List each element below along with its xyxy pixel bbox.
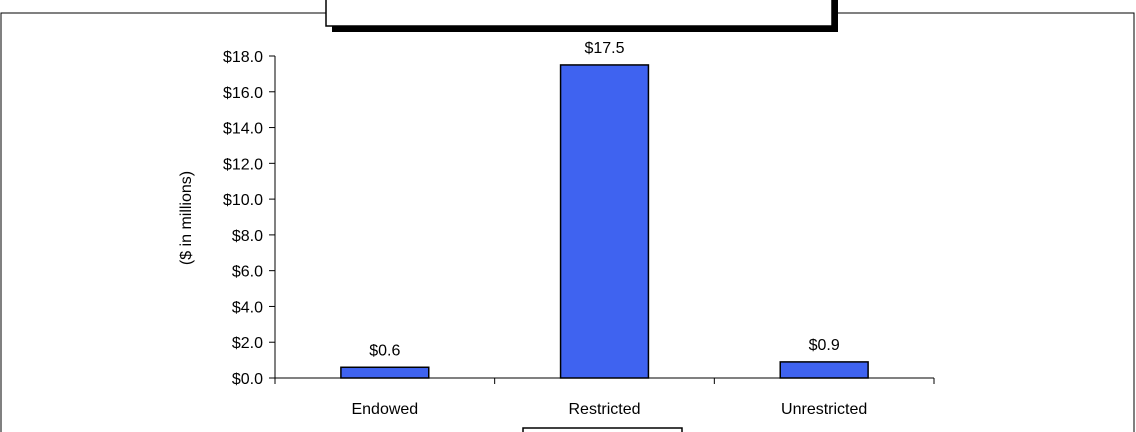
legend-box: [522, 427, 683, 432]
y-tick-label: $4.0: [232, 299, 263, 316]
bar: [340, 366, 430, 379]
bar-value-label: $0.6: [369, 342, 400, 359]
y-tick-label: $2.0: [232, 335, 263, 352]
bar-value-label: $0.9: [809, 337, 840, 354]
y-axis: $0.0 $2.0 $4.0 $6.0 $8.0 $10.0 $12.0 $14.0 $16.0…: [223, 49, 276, 388]
title-box: [325, 0, 833, 27]
x-category-label: Endowed: [351, 401, 418, 418]
y-tick-label: $8.0: [232, 228, 263, 245]
y-tick-label: $16.0: [223, 85, 263, 102]
y-axis-title: ($ in millions): [178, 171, 195, 265]
y-tick-label: $10.0: [223, 192, 263, 209]
bar: [779, 361, 869, 379]
y-tick-label: $18.0: [223, 49, 263, 66]
x-category-label: Restricted: [568, 401, 640, 418]
bar-value-label: $17.5: [584, 40, 624, 57]
bars: $0.6 $17.5 $0.9: [340, 40, 869, 379]
x-category-label: Unrestricted: [781, 401, 867, 418]
y-tick-label: $14.0: [223, 121, 263, 138]
y-tick-label: $6.0: [232, 264, 263, 281]
bar: [559, 64, 650, 379]
y-tick-label: $0.0: [232, 371, 263, 388]
y-tick-label: $12.0: [223, 156, 263, 173]
